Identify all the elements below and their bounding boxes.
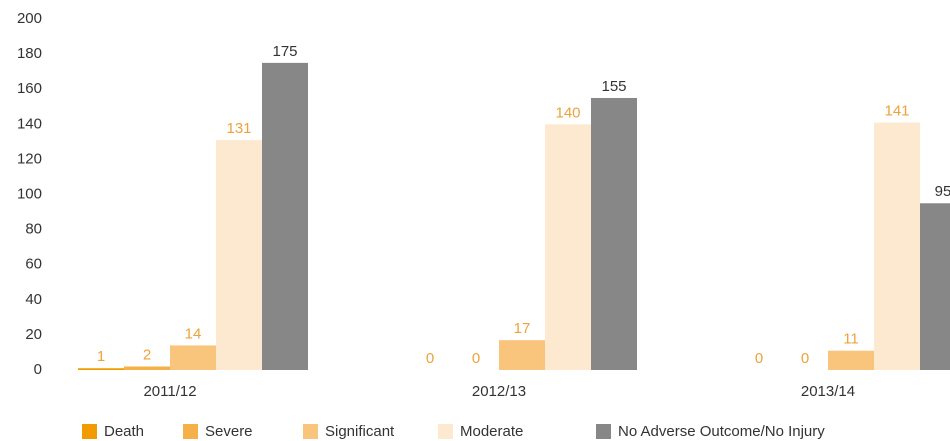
data-label: 0 <box>755 350 763 367</box>
data-label: 11 <box>843 331 859 348</box>
legend-swatch <box>596 424 611 439</box>
bar <box>216 140 262 370</box>
data-label: 95 <box>935 183 950 200</box>
data-label: 140 <box>555 104 580 121</box>
x-tick-label: 2011/12 <box>143 383 196 400</box>
legend-label: Death <box>104 423 144 440</box>
bar <box>170 345 216 370</box>
data-label: 0 <box>472 350 480 367</box>
bar <box>499 340 545 370</box>
legend-label: No Adverse Outcome/No Injury <box>618 423 825 440</box>
y-tick-label: 160 <box>17 80 42 97</box>
bar <box>920 203 950 370</box>
y-tick-label: 100 <box>17 185 42 202</box>
x-tick-label: 2012/13 <box>472 383 526 400</box>
y-tick-label: 0 <box>34 361 42 378</box>
data-label: 1 <box>97 348 105 365</box>
bar <box>591 97 637 370</box>
data-label: 2 <box>143 346 151 363</box>
x-tick-label: 2013/14 <box>801 383 855 400</box>
bar <box>874 122 920 370</box>
bar <box>828 350 874 370</box>
y-tick-label: 80 <box>25 221 42 238</box>
data-label: 0 <box>426 350 434 367</box>
y-tick-label: 200 <box>17 10 42 27</box>
legend-swatch <box>82 424 97 439</box>
data-label: 131 <box>226 120 251 137</box>
legend-label: Moderate <box>460 423 523 440</box>
y-tick-label: 180 <box>17 45 42 62</box>
legend-label: Significant <box>325 423 395 440</box>
bar <box>262 62 308 370</box>
data-label: 175 <box>272 43 297 60</box>
data-label: 141 <box>884 103 909 120</box>
bar <box>78 368 124 370</box>
data-label: 14 <box>185 325 202 342</box>
legend-swatch <box>183 424 198 439</box>
bar <box>545 124 591 370</box>
data-label: 17 <box>514 320 531 337</box>
y-tick-label: 120 <box>17 150 42 167</box>
data-label: 155 <box>601 78 626 95</box>
legend-swatch <box>438 424 453 439</box>
y-tick-label: 20 <box>25 326 42 343</box>
bar <box>124 366 170 370</box>
y-tick-label: 60 <box>25 256 42 273</box>
data-label: 0 <box>801 350 809 367</box>
y-tick-label: 140 <box>17 115 42 132</box>
y-tick-label: 40 <box>25 291 42 308</box>
legend-label: Severe <box>205 423 253 440</box>
legend-swatch <box>303 424 318 439</box>
